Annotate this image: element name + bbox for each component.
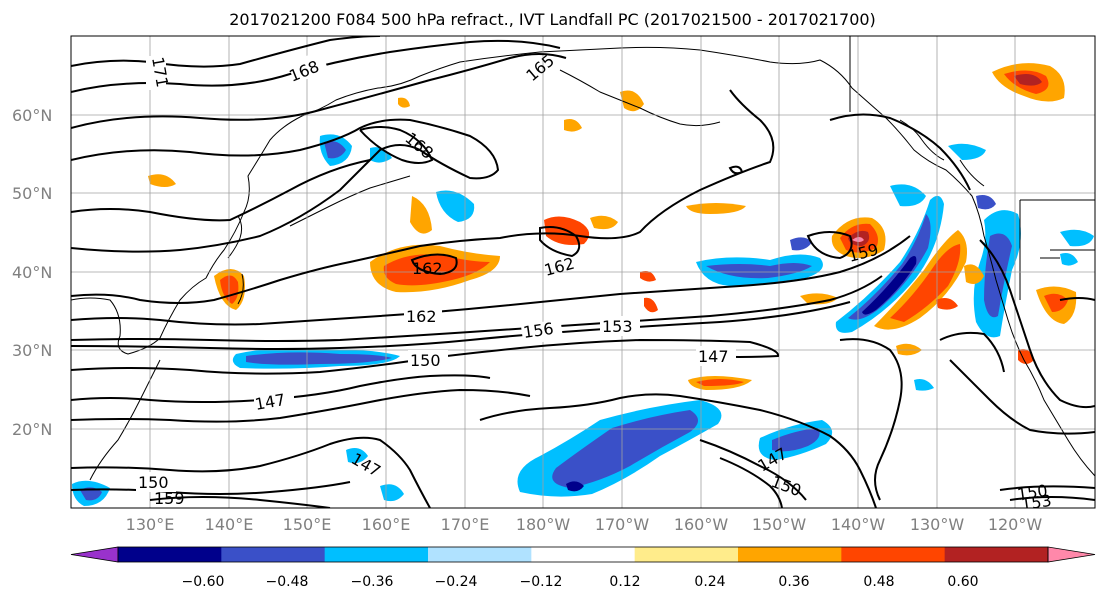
- colorbar-segment: [428, 547, 532, 562]
- colorbar-tick: 0.48: [863, 574, 894, 590]
- colorbar-segment: [738, 547, 842, 562]
- lat-label: 50°N: [12, 184, 52, 203]
- colorbar-tick: 0.36: [778, 574, 809, 590]
- lon-label: 160°W: [674, 515, 729, 534]
- lon-label: 120°W: [988, 515, 1043, 534]
- colorbar-tick: −0.24: [435, 574, 478, 590]
- height-contours: [71, 36, 1095, 508]
- longitude-labels: 130°E 140°E 150°E 160°E 170°E 180°W 170°…: [126, 515, 1043, 534]
- lon-label: 180°W: [516, 515, 571, 534]
- negative-band-coast: [835, 195, 944, 333]
- colorbar-tick: 0.12: [609, 574, 640, 590]
- map-plot-area: 171 168 165 168 162 162 159 162 156 153 …: [71, 36, 1095, 514]
- lat-label: 30°N: [12, 341, 52, 360]
- contour-label-153: 153: [602, 317, 633, 336]
- lon-label: 130°E: [126, 515, 175, 534]
- contour-label-153b: 153: [1020, 491, 1053, 514]
- colorbar-segment: [118, 547, 222, 562]
- lon-label: 160°E: [362, 515, 411, 534]
- lon-label: 150°E: [283, 515, 332, 534]
- colorbar-tick: 0.24: [694, 574, 725, 590]
- contour-labels: 171 168 165 168 162 162 159 162 156 153 …: [136, 50, 1053, 514]
- colorbar-tick-labels: −0.60 −0.48 −0.36 −0.24 −0.12 0.12 0.24 …: [182, 574, 979, 590]
- lon-label: 130°W: [910, 515, 965, 534]
- lon-label: 170°E: [441, 515, 490, 534]
- colorbar-tick: −0.36: [351, 574, 394, 590]
- colorbar: −0.60 −0.48 −0.36 −0.24 −0.12 0.12 0.24 …: [70, 546, 1096, 590]
- colorbar-segments: [70, 546, 1096, 563]
- colorbar-tick: −0.60: [182, 574, 225, 590]
- colorbar-arrow-left: [70, 546, 119, 563]
- lon-label: 140°W: [831, 515, 886, 534]
- latitude-labels: 60°N 50°N 40°N 30°N 20°N: [12, 106, 52, 439]
- graticule: [71, 36, 1095, 508]
- colorbar-arrow-right: [1047, 546, 1096, 563]
- colorbar-segment: [634, 547, 739, 562]
- contour-label-150d: 150: [1016, 481, 1049, 504]
- lon-label: 170°W: [595, 515, 650, 534]
- colorbar-segment: [531, 547, 636, 562]
- colorbar-tick: 0.60: [947, 574, 978, 590]
- map-title: 2017021200 F084 500 hPa refract., IVT La…: [229, 10, 876, 29]
- contour-label-159b: 159: [154, 489, 185, 508]
- positive-patch-westpacific: [370, 196, 500, 293]
- colorbar-segment: [324, 547, 429, 562]
- lon-label: 140°E: [205, 515, 254, 534]
- coastlines: [71, 36, 1095, 481]
- anomaly-shading: [72, 63, 1094, 506]
- contour-label-156: 156: [522, 319, 555, 342]
- negative-patches: [72, 134, 1094, 506]
- positive-band-coast: [874, 230, 967, 330]
- colorbar-segment: [221, 547, 326, 562]
- lat-label: 60°N: [12, 106, 52, 125]
- positive-patch-gulf: [831, 217, 886, 258]
- contour-label-150b: 150: [138, 473, 169, 492]
- contour-label-162a: 162: [412, 259, 443, 278]
- contour-label-147a: 147: [698, 347, 729, 366]
- colorbar-segment: [944, 547, 1049, 562]
- colorbar-tick: −0.48: [266, 574, 309, 590]
- lon-label: 150°W: [752, 515, 807, 534]
- colorbar-frame: [117, 546, 1049, 563]
- colorbar-tick: −0.12: [520, 574, 563, 590]
- map-frame: [70, 35, 1096, 509]
- contour-label-162c: 162: [406, 307, 437, 326]
- contour-label-150a: 150: [410, 351, 441, 370]
- negative-patch-midpacific: [696, 237, 823, 286]
- lat-label: 40°N: [12, 263, 52, 282]
- colorbar-segment: [841, 547, 946, 562]
- lat-label: 20°N: [12, 420, 52, 439]
